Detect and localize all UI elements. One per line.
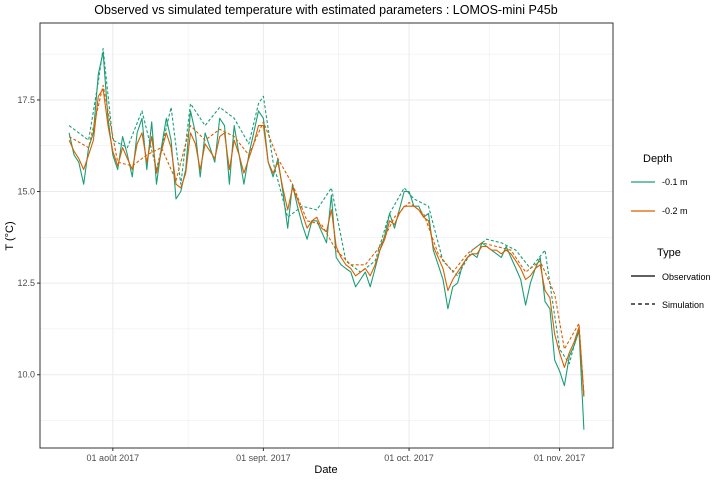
grid-lines xyxy=(40,23,613,448)
series-lines xyxy=(68,48,585,430)
legend-label-type-observation: Observation xyxy=(662,272,711,282)
series-line-02m-observation xyxy=(68,88,585,397)
x-axis-title: Date xyxy=(314,464,337,476)
plot-panel xyxy=(40,23,613,448)
legend-title-type: Type xyxy=(657,247,681,259)
series-line-02m-simulation xyxy=(68,84,585,394)
x-tick-label: 01 oct. 2017 xyxy=(384,453,434,463)
legend-label-type-simulation: Simulation xyxy=(662,300,704,310)
y-tick-label: 12.5 xyxy=(17,278,35,288)
x-tick-label: 01 août 2017 xyxy=(87,453,140,463)
y-tick-label: 10.0 xyxy=(17,370,35,380)
legend-label-depth-0: -0.1 m xyxy=(662,177,688,187)
x-tick-label: 01 sept. 2017 xyxy=(236,453,291,463)
plot-border xyxy=(39,22,614,449)
chart-title: Observed vs simulated temperature with e… xyxy=(94,3,557,17)
legend: Depth -0.1 m -0.2 m Type Observation Sim… xyxy=(631,153,711,310)
x-axis: 01 août 2017 01 sept. 2017 01 oct. 2017 01 … xyxy=(87,448,585,463)
y-tick-label: 15.0 xyxy=(17,187,35,197)
x-tick-label: 01 nov. 2017 xyxy=(534,453,585,463)
legend-title-depth: Depth xyxy=(643,153,672,165)
series-line-01m-simulation xyxy=(68,48,585,397)
y-axis-title: T (°C) xyxy=(4,221,16,250)
y-axis: 10.0 12.5 15.0 17.5 xyxy=(17,95,40,380)
y-tick-label: 17.5 xyxy=(17,95,35,105)
legend-label-depth-1: -0.2 m xyxy=(662,206,688,216)
